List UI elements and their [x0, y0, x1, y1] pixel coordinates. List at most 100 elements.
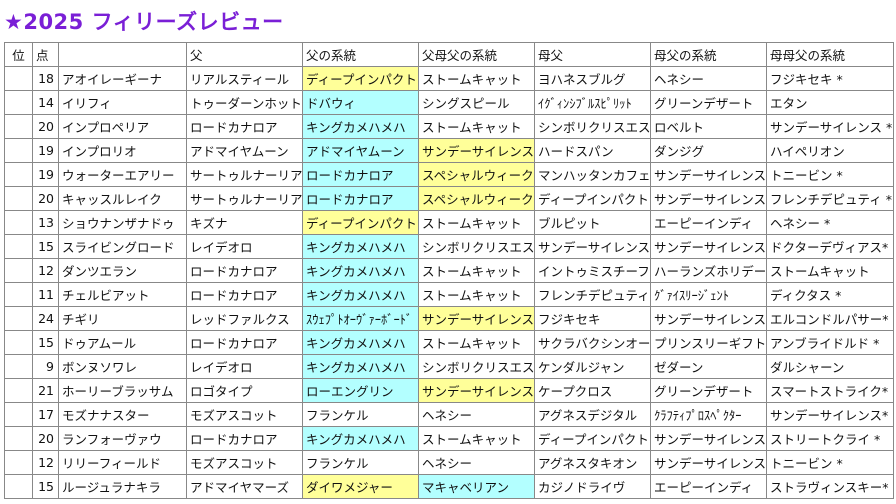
- table-cell: サンデーサイレンス: [534, 234, 651, 259]
- table-cell: ディープインパクト: [302, 210, 419, 235]
- table-cell: サートゥルナーリア: [186, 162, 303, 187]
- table-cell: インプロリオ: [58, 138, 187, 163]
- table-cell: キングカメハメハ: [302, 258, 419, 283]
- table-row: 24 チギリ レッドファルクス ｽｳｪﾌﾟﾄｵｰｳﾞｧｰﾎﾞｰﾄﾞ サンデーサイレンスフ…: [4, 306, 894, 331]
- table-cell: アグネスデジタル: [534, 402, 651, 427]
- table-cell: ヘネシー *: [766, 210, 894, 235]
- score-cell: 20: [32, 186, 59, 211]
- score-cell: 11: [32, 282, 59, 307]
- pedigree-table: 位点 父父の系統 父母父の系統 母父 母父の系統 母母父の系統 18 アオイレーギーナ リアル…: [4, 42, 894, 499]
- table-cell: レイデオロ: [186, 354, 303, 379]
- table-cell: ロードカナロア: [186, 282, 303, 307]
- table-cell: トゥーダーンホット: [186, 90, 303, 115]
- table-cell: アドマイヤマーズ: [186, 474, 303, 499]
- table-cell: ロゴタイプ: [186, 378, 303, 403]
- table-cell: キングカメハメハ: [302, 282, 419, 307]
- table-cell: ディープインパクト: [302, 66, 419, 91]
- table-cell: ストラヴィンスキー*: [766, 474, 894, 499]
- rank-cell: [4, 426, 33, 451]
- rank-cell: [4, 354, 33, 379]
- table-cell: モズアスコット: [186, 402, 303, 427]
- score-cell: 14: [32, 90, 59, 115]
- table-cell: ストームキャット: [766, 258, 894, 283]
- table-cell: ストームキャット: [418, 114, 535, 139]
- table-cell: サンデーサイレンス: [418, 306, 535, 331]
- table-cell: ｸﾗﾌﾃｨﾌﾟﾛｽﾍﾟｸﾀｰ: [650, 402, 767, 427]
- table-cell: フジキセキ *: [766, 66, 894, 91]
- table-cell: ドゥアムール: [58, 330, 187, 355]
- table-cell: アグネスタキオン: [534, 450, 651, 475]
- table-cell: ロードカナロア: [186, 258, 303, 283]
- table-cell: ｲｸﾞｨﾝｼﾌﾞﾙｽﾋﾟﾘｯﾄ: [534, 90, 651, 115]
- table-cell: プリンスリーギフト: [650, 330, 767, 355]
- table-cell: ロベルト: [650, 114, 767, 139]
- rank-cell: [4, 186, 33, 211]
- table-row: 20 ランフォーヴァウ ロードカナロア キングカメハメハ ストームキャット ディープインパ…: [4, 426, 894, 451]
- table-cell: フジキセキ: [534, 306, 651, 331]
- rank-cell: [4, 210, 33, 235]
- header-cell: [58, 42, 187, 67]
- table-cell: エタン: [766, 90, 894, 115]
- table-row: 15 ルージュラナキラ アドマイヤマーズ ダイワメジャー マキャベリアン カジノドライヴエ…: [4, 474, 894, 499]
- table-cell: フレンチデピュティ: [534, 282, 651, 307]
- table-cell: ハイペリオン: [766, 138, 894, 163]
- score-cell: 19: [32, 162, 59, 187]
- table-cell: スペシャルウィーク: [418, 186, 535, 211]
- rank-cell: [4, 450, 33, 475]
- table-cell: ストームキャット: [418, 282, 535, 307]
- table-cell: モズアスコット: [186, 450, 303, 475]
- table-cell: レイデオロ: [186, 234, 303, 259]
- table-cell: ヘネシー: [418, 450, 535, 475]
- table-cell: レッドファルクス: [186, 306, 303, 331]
- header-cell: 母父: [534, 42, 651, 67]
- table-cell: イリフィ: [58, 90, 187, 115]
- score-cell: 20: [32, 426, 59, 451]
- table-cell: サンデーサイレンス: [650, 306, 767, 331]
- table-body: 18 アオイレーギーナ リアルスティール ディープインパクト ストームキャット ヨハネスブ…: [4, 66, 894, 499]
- table-cell: エーピーインディ: [650, 210, 767, 235]
- table-row: 17 モズナナスター モズアスコット フランケル ヘネシー アグネスデジタル ｸﾗﾌﾃｨﾌﾟ…: [4, 402, 894, 427]
- table-cell: スライビングロード: [58, 234, 187, 259]
- score-cell: 19: [32, 138, 59, 163]
- table-cell: ローエングリン: [302, 378, 419, 403]
- table-cell: カジノドライヴ: [534, 474, 651, 499]
- table-cell: キズナ: [186, 210, 303, 235]
- header-cell: 父の系統: [302, 42, 419, 67]
- rank-cell: [4, 402, 33, 427]
- score-cell: 12: [32, 258, 59, 283]
- rank-cell: [4, 378, 33, 403]
- table-cell: ロードカナロア: [186, 114, 303, 139]
- table-row: 9 ボンヌソワレ レイデオロ キングカメハメハ シンボリクリスエス ケンダルジャン ゼダーン…: [4, 354, 894, 379]
- score-cell: 15: [32, 330, 59, 355]
- score-cell: 18: [32, 66, 59, 91]
- score-cell: 21: [32, 378, 59, 403]
- table-cell: ストームキャット: [418, 210, 535, 235]
- table-cell: シングスピール: [418, 90, 535, 115]
- rank-cell: [4, 90, 33, 115]
- score-cell: 20: [32, 114, 59, 139]
- rank-cell: [4, 330, 33, 355]
- table-cell: アオイレーギーナ: [58, 66, 187, 91]
- header-cell: 位: [4, 42, 33, 67]
- table-cell: ウォーターエアリー: [58, 162, 187, 187]
- table-cell: リリーフィールド: [58, 450, 187, 475]
- score-cell: 15: [32, 234, 59, 259]
- table-cell: ロードカナロア: [302, 162, 419, 187]
- table-cell: ヨハネスブルグ: [534, 66, 651, 91]
- table-cell: ストームキャット: [418, 330, 535, 355]
- table-cell: キングカメハメハ: [302, 330, 419, 355]
- rank-cell: [4, 138, 33, 163]
- table-row: 12 ダンツエラン ロードカナロア キングカメハメハ ストームキャット イントゥミスチーフ…: [4, 258, 894, 283]
- table-cell: キングカメハメハ: [302, 426, 419, 451]
- rank-cell: [4, 258, 33, 283]
- table-cell: ボンヌソワレ: [58, 354, 187, 379]
- table-row: 15 ドゥアムール ロードカナロア キングカメハメハ ストームキャット サクラバクシンオー…: [4, 330, 894, 355]
- table-cell: サンデーサイレンス: [650, 234, 767, 259]
- table-cell: マンハッタンカフェ: [534, 162, 651, 187]
- table-cell: ルージュラナキラ: [58, 474, 187, 499]
- header-row: 位点 父父の系統 父母父の系統 母父 母父の系統 母母父の系統: [4, 42, 894, 67]
- table-cell: スペシャルウィーク: [418, 162, 535, 187]
- table-cell: グリーンデザート: [650, 90, 767, 115]
